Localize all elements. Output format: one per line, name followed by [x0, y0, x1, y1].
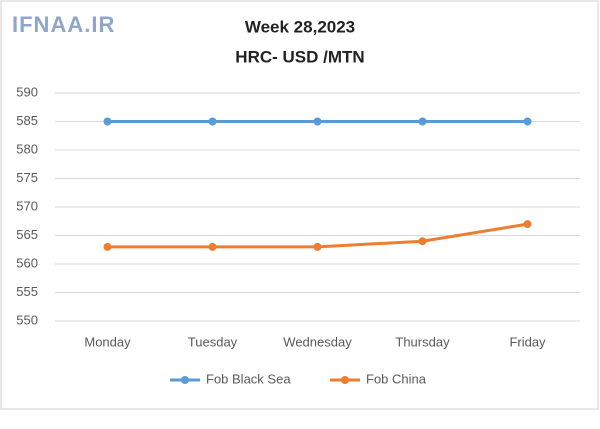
- y-tick-label: 550: [16, 312, 38, 327]
- chart-subtitle: HRC- USD /MTN: [235, 47, 364, 66]
- y-tick-label: 555: [16, 284, 38, 299]
- x-tick-label: Friday: [509, 334, 546, 349]
- y-tick-label: 560: [16, 255, 38, 270]
- point: [313, 242, 322, 251]
- point: [523, 117, 532, 126]
- legend-marker: [181, 376, 189, 384]
- x-tick-label: Monday: [84, 334, 131, 349]
- point: [103, 117, 112, 126]
- chart-border: [0, 0, 599, 410]
- x-tick-label: Wednesday: [283, 334, 352, 349]
- point: [103, 242, 112, 251]
- point: [208, 242, 217, 251]
- point: [418, 237, 427, 246]
- point: [313, 117, 322, 126]
- y-tick-label: 570: [16, 198, 38, 213]
- y-tick-label: 575: [16, 170, 38, 185]
- legend-marker: [341, 376, 349, 384]
- y-tick-label: 580: [16, 141, 38, 156]
- x-tick-label: Tuesday: [188, 334, 238, 349]
- y-tick-label: 565: [16, 227, 38, 242]
- y-tick-label: 585: [16, 113, 38, 128]
- legend-label: Fob Black Sea: [206, 371, 291, 386]
- point: [208, 117, 217, 126]
- legend-label: Fob China: [366, 371, 427, 386]
- x-tick-label: Thursday: [395, 334, 450, 349]
- y-tick-label: 590: [16, 84, 38, 99]
- chart-title: Week 28,2023: [245, 17, 355, 36]
- point: [523, 220, 532, 229]
- point: [418, 117, 427, 126]
- watermark: IFNAA.IR: [12, 12, 115, 37]
